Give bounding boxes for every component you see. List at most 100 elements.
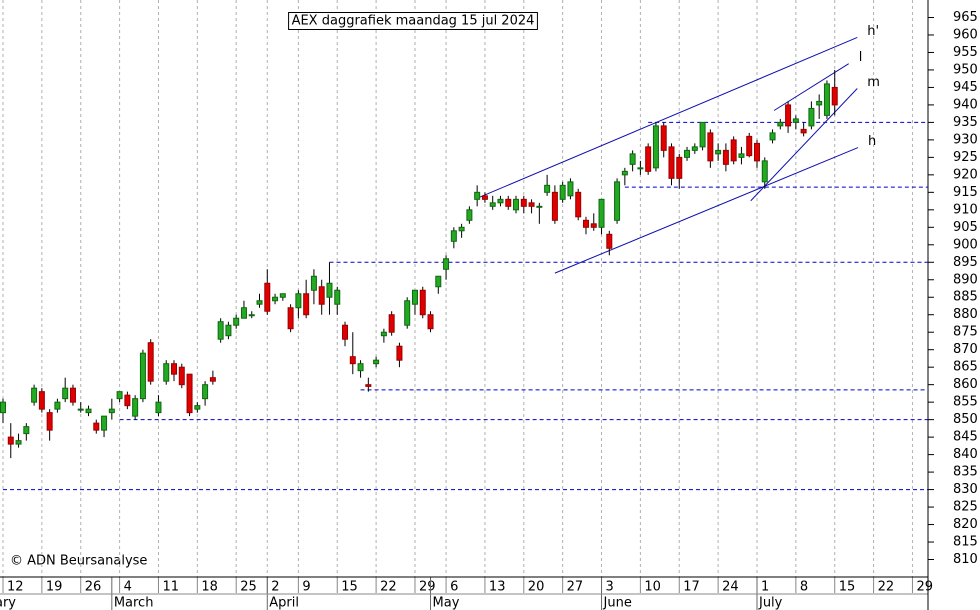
candle-body <box>396 345 403 361</box>
candle-body <box>373 359 380 365</box>
candle-body <box>287 307 294 330</box>
y-tick-label: 955 <box>953 45 978 60</box>
candle-body <box>660 125 667 151</box>
candle-body <box>209 377 216 382</box>
candle-body <box>15 440 22 445</box>
x-tick-label: 4 <box>124 580 132 595</box>
candle-body <box>310 275 317 291</box>
candle-body <box>598 198 605 228</box>
candle-body <box>419 289 426 316</box>
candle-body <box>520 198 527 207</box>
candle-body <box>637 167 644 170</box>
candle-body <box>427 314 434 330</box>
candle-body <box>676 156 683 179</box>
candle-body <box>178 366 185 386</box>
x-tick-label: 9 <box>302 580 310 595</box>
candle-body <box>108 408 115 414</box>
y-tick-label: 900 <box>953 237 978 252</box>
candle-body <box>62 387 69 400</box>
candle-body <box>691 146 698 151</box>
candle-body <box>699 121 706 148</box>
candle-body <box>240 307 247 319</box>
candle-body <box>777 121 784 127</box>
y-tick-label: 815 <box>953 535 978 550</box>
candle-body <box>101 415 108 431</box>
trend-label: m <box>867 75 880 90</box>
candle-body <box>715 149 722 155</box>
candle-body <box>388 314 395 333</box>
month-label: February <box>0 596 16 610</box>
candle-body <box>466 209 473 221</box>
candle-body <box>349 356 356 365</box>
candle-body <box>365 384 372 387</box>
candle-body <box>785 104 792 127</box>
x-tick-label: 8 <box>800 580 808 595</box>
y-tick-label: 850 <box>953 412 978 427</box>
candle-body <box>233 317 240 326</box>
candle-body <box>139 352 146 400</box>
candle-body <box>404 300 411 326</box>
y-tick-label: 885 <box>953 290 978 305</box>
x-tick-label: 25 <box>240 580 257 595</box>
candle-body <box>621 170 628 176</box>
candle-body <box>551 191 558 221</box>
y-tick-label: 835 <box>953 465 978 480</box>
candle-body <box>559 184 566 200</box>
y-tick-label: 950 <box>953 62 978 77</box>
y-tick-label: 830 <box>953 482 978 497</box>
candle-body <box>497 198 504 204</box>
y-tick-label: 930 <box>953 132 978 147</box>
candle-body <box>489 202 496 207</box>
x-tick-label: 13 <box>489 580 506 595</box>
month-label: April <box>269 596 299 610</box>
trend-label: h <box>868 134 876 149</box>
candle-body <box>769 132 776 141</box>
candle-body <box>147 342 154 382</box>
x-tick-label: 24 <box>722 580 739 595</box>
y-tick-label: 810 <box>953 552 978 567</box>
candle-body <box>707 132 714 162</box>
candle-body <box>614 181 621 221</box>
x-tick-label: 22 <box>380 580 397 595</box>
candle-body <box>722 149 729 165</box>
candle-body <box>629 153 636 165</box>
y-tick-label: 915 <box>953 185 978 200</box>
x-tick-label: 20 <box>528 580 545 595</box>
y-tick-label: 845 <box>953 430 978 445</box>
y-tick-label: 860 <box>953 377 978 392</box>
x-tick-label: 27 <box>567 580 584 595</box>
candle-body <box>272 296 279 302</box>
month-label: May <box>433 596 460 610</box>
x-tick-label: 11 <box>162 580 179 595</box>
x-tick-label: 26 <box>85 580 102 595</box>
x-tick-label: 2 <box>271 580 279 595</box>
x-tick-label: 15 <box>341 580 358 595</box>
candle-body <box>77 408 84 411</box>
candle-body <box>295 293 302 309</box>
candle-body <box>116 391 123 400</box>
candle-body <box>808 107 815 127</box>
candle-body <box>202 384 209 400</box>
candle-body <box>326 282 333 298</box>
candle-body <box>567 181 574 197</box>
x-tick-label: 12 <box>7 580 24 595</box>
candle-body <box>746 135 753 157</box>
credit: © ADN Beursanalyse <box>10 554 147 569</box>
candle-body <box>652 125 659 169</box>
candle-body <box>256 300 263 305</box>
candle-body <box>544 184 551 193</box>
y-tick-label: 870 <box>953 342 978 357</box>
candle-body <box>590 223 597 228</box>
candle-body <box>450 230 457 242</box>
candle-body <box>171 363 178 375</box>
candle-body <box>458 226 465 232</box>
candle-body <box>792 118 799 123</box>
x-tick-label: 15 <box>839 580 856 595</box>
candle-body <box>264 282 271 312</box>
candle-body <box>684 149 691 158</box>
candle-body <box>93 422 100 431</box>
y-tick-label: 925 <box>953 150 978 165</box>
candle-body <box>357 363 364 372</box>
candle-body <box>645 146 652 172</box>
y-tick-label: 825 <box>953 500 978 515</box>
